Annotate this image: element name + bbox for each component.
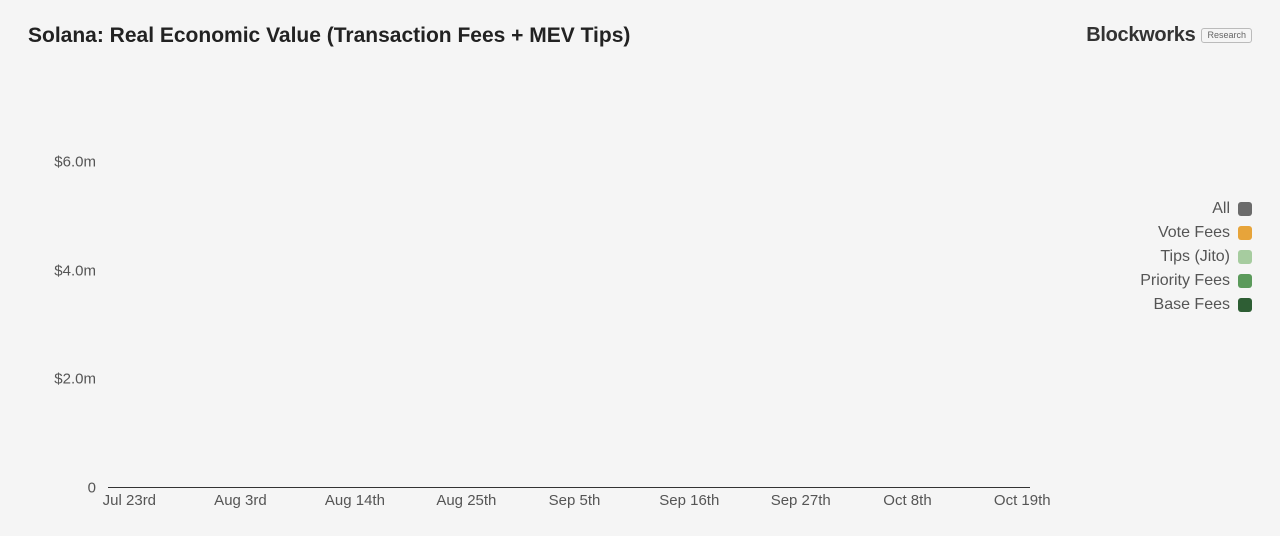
x-tick-label: Jul 23rd	[103, 492, 156, 509]
brand: Blockworks Research	[1086, 24, 1252, 47]
legend-label: Priority Fees	[1140, 272, 1230, 290]
y-tick-label: 0	[88, 480, 96, 497]
chart-container: Solana: Real Economic Value (Transaction…	[0, 0, 1280, 536]
brand-badge: Research	[1201, 28, 1252, 43]
legend-item[interactable]: Vote Fees	[1052, 224, 1252, 242]
legend-swatch	[1238, 226, 1252, 240]
x-axis: Jul 23rdAug 3rdAug 14thAug 25thSep 5thSe…	[108, 492, 1030, 516]
legend-item[interactable]: Tips (Jito)	[1052, 248, 1252, 266]
legend-label: Vote Fees	[1158, 224, 1230, 242]
plot-area	[108, 70, 1030, 488]
x-baseline	[108, 487, 1030, 488]
header: Solana: Real Economic Value (Transaction…	[28, 24, 1252, 48]
brand-name: Blockworks	[1086, 24, 1195, 47]
y-tick-label: $2.0m	[54, 371, 96, 388]
legend-swatch	[1238, 202, 1252, 216]
legend-item[interactable]: All	[1052, 200, 1252, 218]
y-tick-label: $4.0m	[54, 262, 96, 279]
x-tick-label: Sep 5th	[549, 492, 601, 509]
x-tick-label: Aug 14th	[325, 492, 385, 509]
legend-label: All	[1212, 200, 1230, 218]
legend: All Vote Fees Tips (Jito) Priority Fees Base…	[1052, 200, 1252, 314]
legend-label: Base Fees	[1154, 296, 1230, 314]
legend-swatch	[1238, 274, 1252, 288]
y-axis: 0$2.0m$4.0m$6.0m	[28, 70, 102, 488]
y-tick-label: $6.0m	[54, 154, 96, 171]
legend-swatch	[1238, 298, 1252, 312]
legend-swatch	[1238, 250, 1252, 264]
x-tick-label: Oct 19th	[994, 492, 1051, 509]
x-tick-label: Oct 8th	[883, 492, 931, 509]
legend-item[interactable]: Base Fees	[1052, 296, 1252, 314]
legend-label: Tips (Jito)	[1160, 248, 1230, 266]
x-tick-label: Sep 27th	[771, 492, 831, 509]
bars	[108, 70, 1030, 488]
legend-item[interactable]: Priority Fees	[1052, 272, 1252, 290]
x-tick-label: Aug 3rd	[214, 492, 267, 509]
x-tick-label: Sep 16th	[659, 492, 719, 509]
x-tick-label: Aug 25th	[436, 492, 496, 509]
chart-title: Solana: Real Economic Value (Transaction…	[28, 24, 630, 48]
